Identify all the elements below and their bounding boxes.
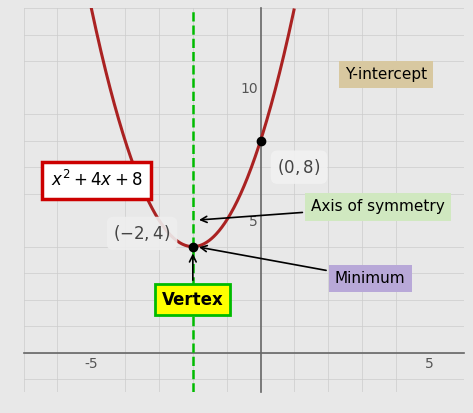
Text: Vertex: Vertex (162, 255, 224, 309)
Text: Axis of symmetry: Axis of symmetry (201, 199, 445, 223)
Text: Minimum: Minimum (201, 246, 405, 286)
Text: Y-intercept: Y-intercept (345, 67, 427, 82)
Text: $(0, 8)$: $(0, 8)$ (278, 157, 321, 177)
Text: $x^2 + 4x + 8$: $x^2 + 4x + 8$ (51, 171, 142, 190)
Text: $(-2, 4)$: $(-2, 4)$ (114, 223, 171, 243)
